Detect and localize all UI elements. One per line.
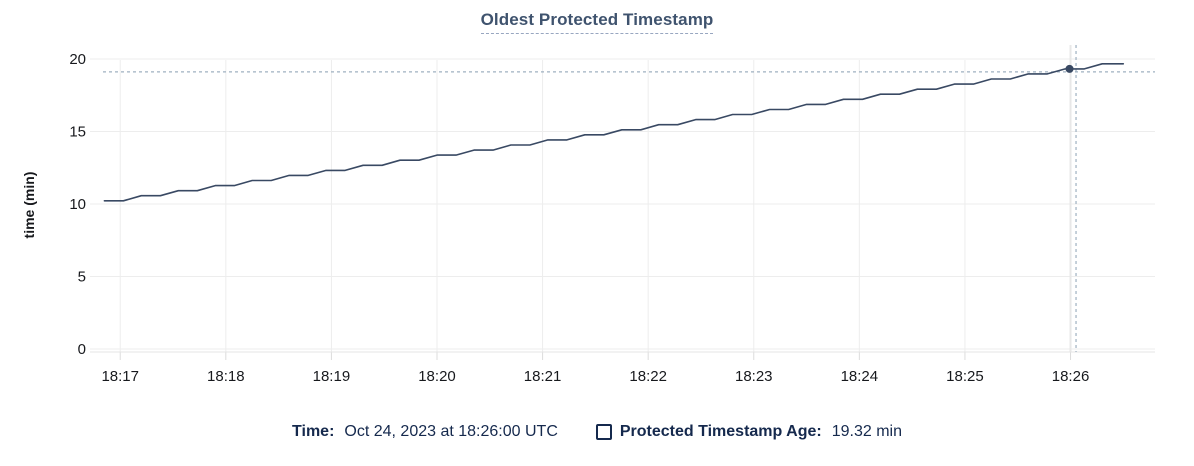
legend-series-value: 19.32 min xyxy=(831,423,902,440)
y-tick-label: 10 xyxy=(69,196,86,213)
legend-series-label[interactable]: Protected Timestamp Age: xyxy=(619,423,822,440)
series-line xyxy=(103,62,1125,202)
x-tick-label: 18:24 xyxy=(841,368,879,385)
x-tick-label: 18:17 xyxy=(101,368,139,385)
y-tick-label: 0 xyxy=(78,341,86,358)
legend-time-value: Oct 24, 2023 at 18:26:00 UTC xyxy=(344,423,558,440)
hover-dot xyxy=(1065,64,1074,73)
x-tick-label: 18:20 xyxy=(418,368,456,385)
y-tick-label: 5 xyxy=(78,269,86,286)
x-tick-label: 18:22 xyxy=(629,368,667,385)
x-tick-label: 18:18 xyxy=(207,368,245,385)
chart-legend: Time: Oct 24, 2023 at 18:26:00 UTC Prote… xyxy=(0,423,1194,441)
y-tick-label: 20 xyxy=(69,51,86,68)
x-tick-label: 18:25 xyxy=(946,368,984,385)
y-tick-label: 15 xyxy=(69,124,86,141)
chart-title[interactable]: Oldest Protected Timestamp xyxy=(480,10,714,34)
x-tick-label: 18:21 xyxy=(524,368,562,385)
checkbox-unchecked-icon[interactable] xyxy=(595,424,612,440)
x-tick-label: 18:19 xyxy=(313,368,351,385)
chart-header: Oldest Protected Timestamp xyxy=(0,10,1194,34)
legend-time-label: Time: xyxy=(292,423,335,440)
x-tick-label: 18:26 xyxy=(1052,368,1090,385)
x-tick-label: 18:23 xyxy=(735,368,773,385)
